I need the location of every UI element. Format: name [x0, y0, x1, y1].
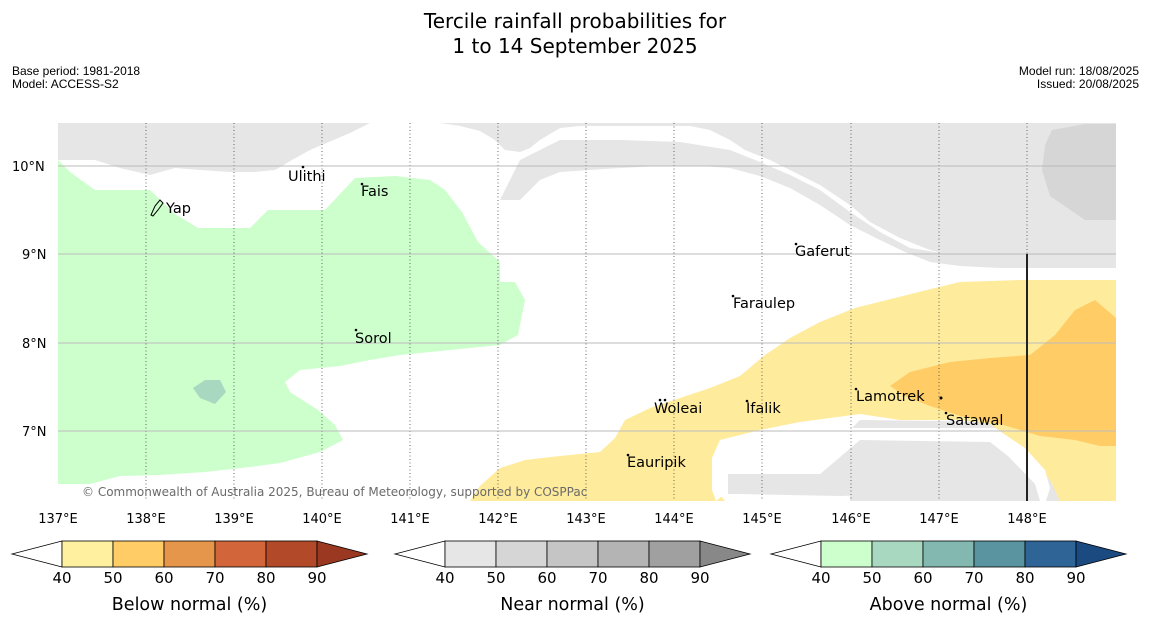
- place-yap: Yap: [165, 201, 191, 217]
- place-satawal: Satawal: [946, 413, 1003, 429]
- colorbar-segment: [163, 540, 216, 568]
- colorbar-tick: 80: [1015, 569, 1034, 587]
- near-normal-region-southeast: [728, 438, 1044, 501]
- place-sorol: Sorol: [355, 331, 392, 347]
- longitude-axis: 137°E 138°E 139°E 140°E 141°E 142°E 143°…: [38, 512, 1047, 527]
- below-normal-region-40: [470, 280, 1116, 501]
- lon-tick: 146°E: [831, 512, 871, 527]
- colorbar-under-extension: [10, 540, 63, 568]
- lon-tick: 147°E: [919, 512, 959, 527]
- place-eauripik: Eauripik: [627, 455, 686, 471]
- lat-tick: 9°N: [22, 248, 47, 263]
- place-gaferut: Gaferut: [795, 244, 850, 260]
- above-normal-region-40: [58, 160, 525, 484]
- colorbar-segment: [265, 540, 318, 568]
- colorbar-above-normal: 40 50 60 70 80 90 Above normal (%): [769, 540, 1128, 615]
- model-run: Model run: 18/08/2025: [1018, 64, 1139, 78]
- colorbar-tick: 50: [862, 569, 881, 587]
- latitude-lines: [58, 165, 1116, 432]
- below-normal-region-50: [890, 300, 1116, 446]
- place-fais: Fais: [361, 184, 388, 200]
- map-frame: Yap Ulithi Fais Gaferut Faraulep Sorol L…: [58, 123, 1116, 501]
- colorbar-near-normal: 40 50 60 70 80 90 Near normal (%): [393, 540, 752, 615]
- place-faraulep: Faraulep: [733, 296, 795, 312]
- colorbar-tick: 60: [913, 569, 932, 587]
- colorbar-tick: 70: [205, 569, 224, 587]
- colorbar-over-extension: [699, 540, 752, 568]
- title-line-2: 1 to 14 September 2025: [452, 34, 698, 58]
- colorbar-tick: 80: [256, 569, 275, 587]
- colorbar-tick: 80: [639, 569, 658, 587]
- lon-tick: 142°E: [478, 512, 518, 527]
- colorbar-tick: 90: [690, 569, 709, 587]
- colorbar-over-extension: [316, 540, 369, 568]
- colorbar-tick: 60: [154, 569, 173, 587]
- lon-tick: 137°E: [38, 512, 78, 527]
- colorbar-segment: [871, 540, 924, 568]
- colorbar-tick: 60: [537, 569, 556, 587]
- colorbar-tick: 90: [1066, 569, 1085, 587]
- lon-tick: 143°E: [566, 512, 606, 527]
- colorbar-segment: [444, 540, 497, 568]
- lon-tick: 141°E: [390, 512, 430, 527]
- lat-tick: 10°N: [12, 160, 45, 175]
- colorbar-segment: [546, 540, 599, 568]
- place-ifalik: Ifalik: [746, 401, 781, 417]
- colorbar-segment: [820, 540, 873, 568]
- place-woleai: Woleai: [654, 401, 702, 417]
- colorbar-tick: 70: [964, 569, 983, 587]
- colorbar-below-normal: 40 50 60 70 80 90 Below normal (%): [10, 540, 369, 615]
- near-normal-region-north: [58, 123, 1116, 264]
- lon-tick: 139°E: [214, 512, 254, 527]
- colorbar-segment: [112, 540, 165, 568]
- lon-tick: 138°E: [126, 512, 166, 527]
- lon-tick: 145°E: [742, 512, 782, 527]
- latitude-axis: 10°N 9°N 8°N 7°N: [12, 160, 47, 440]
- near-normal-region-northeast: [1042, 124, 1116, 220]
- place-lamotrek: Lamotrek: [856, 389, 925, 405]
- lon-tick: 140°E: [302, 512, 342, 527]
- model-name: Model: ACCESS-S2: [12, 77, 119, 91]
- colorbar-tick: 50: [103, 569, 122, 587]
- colorbar-segment: [597, 540, 650, 568]
- base-period: Base period: 1981-2018: [12, 64, 141, 78]
- colorbar-tick: 40: [435, 569, 454, 587]
- lon-tick: 144°E: [654, 512, 694, 527]
- colorbar-segment: [61, 540, 114, 568]
- colorbar-title: Near normal (%): [500, 595, 645, 615]
- issued-date: Issued: 20/08/2025: [1036, 77, 1139, 91]
- colorbar-title: Below normal (%): [112, 595, 267, 615]
- colorbar-title: Above normal (%): [870, 595, 1028, 615]
- meta-left: Base period: 1981-2018 Model: ACCESS-S2: [12, 65, 140, 91]
- colorbar-tick: 40: [811, 569, 830, 587]
- copyright-notice: © Commonwealth of Australia 2025, Bureau…: [82, 485, 587, 499]
- yap-island-icon: [150, 199, 164, 217]
- lat-tick: 8°N: [22, 337, 47, 352]
- colorbar-segment: [495, 540, 548, 568]
- colorbar-segment: [648, 540, 701, 568]
- colorbar-tick: 70: [588, 569, 607, 587]
- colorbar-tick: 40: [52, 569, 71, 587]
- above-normal-region-50: [193, 380, 226, 404]
- colorbar-under-extension: [393, 540, 446, 568]
- colorbar-segment: [973, 540, 1026, 568]
- lon-tick: 148°E: [1007, 512, 1047, 527]
- colorbar-segment: [922, 540, 975, 568]
- title-line-1: Tercile rainfall probabilities for: [423, 9, 727, 33]
- place-ulithi: Ulithi: [288, 169, 326, 185]
- colorbar-segment: [214, 540, 267, 568]
- colorbar-tick: 50: [486, 569, 505, 587]
- colorbar-segment: [1024, 540, 1077, 568]
- colorbar-tick: 90: [307, 569, 326, 587]
- colorbar-over-extension: [1075, 540, 1128, 568]
- map-title: Tercile rainfall probabilities for 1 to …: [0, 9, 1150, 59]
- lat-tick: 7°N: [22, 425, 47, 440]
- meta-right: Model run: 18/08/2025 Issued: 20/08/2025: [1019, 65, 1139, 91]
- gap-mask-southeast: [712, 428, 1050, 501]
- near-normal-region-north-2: [500, 140, 1116, 268]
- colorbar-under-extension: [769, 540, 822, 568]
- island-markers: [150, 165, 948, 457]
